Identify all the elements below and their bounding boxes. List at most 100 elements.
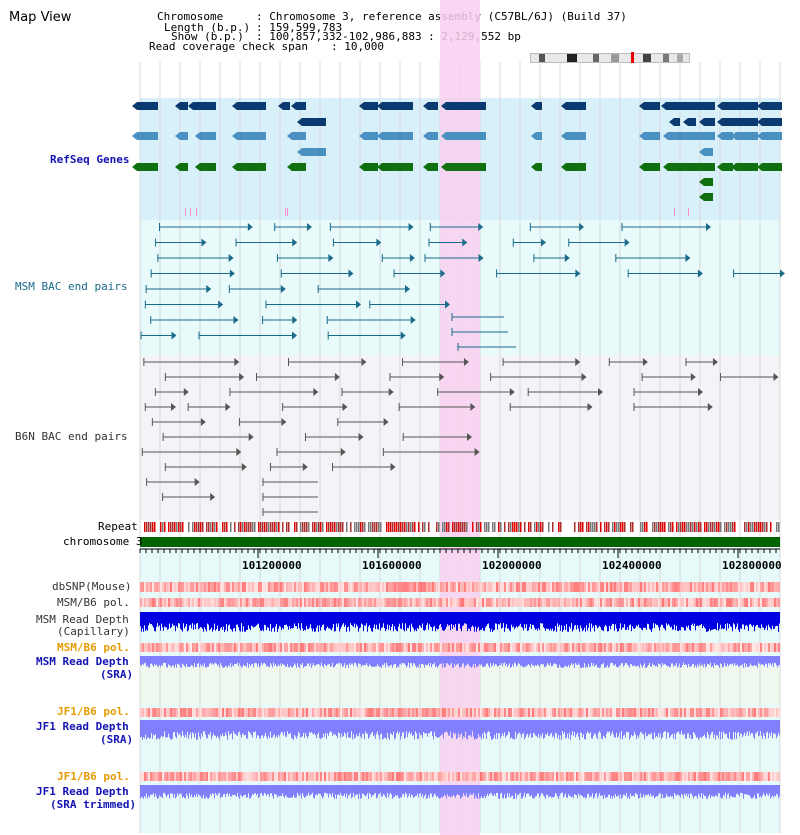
msm-sra-depth-bar [616,656,617,667]
msm-b6-pol2-cell [242,643,244,652]
msm-sra-depth-bar [694,656,695,668]
refseq-genes-label[interactable]: RefSeq Genes [50,153,130,166]
msm-b6-pol-label-2[interactable]: MSM/B6 pol. [57,641,130,654]
jf1-b6-pol-cell [562,708,564,717]
jf1-trim-depth-bar [361,785,362,799]
msm-sra-depth-bar [255,656,256,663]
jf1-trim-depth-bar [479,785,480,799]
dbsnp-cell [536,582,538,592]
msm-b6-pol2-cell [286,643,288,652]
jf1-b6-pol2-cell [334,772,336,781]
jf1-trim-depth-bar [730,785,731,797]
jf1-trim-depth-bar [615,785,616,794]
msm-sra-depth-bar [239,656,240,664]
jf1-trim-depth-bar [768,785,769,796]
jf1-sra-depth-bar [700,720,701,737]
msm-bac-label[interactable]: MSM BAC end pairs [15,280,128,293]
repeat-block [692,522,694,532]
msm-sra-depth-bar [459,656,460,668]
msm-cap-depth-bar [771,612,772,630]
jf1-trim-depth-bar [291,785,292,798]
b6n-bac-label[interactable]: B6N BAC end pairs [15,430,128,443]
msm-cap-depth-bar [581,612,582,629]
jf1-sra-depth-bar [603,720,604,736]
msm-b6-pol-cell [240,598,242,607]
jf1-sra-depth-bar [725,720,726,734]
jf1-depth-sra-label[interactable]: JF1 Read Depth [36,720,129,733]
jf1-sra-depth-bar [404,720,405,739]
jf1-sra-depth-bar [360,720,361,737]
msm-b6-pol-cell [334,598,336,607]
jf1-trim-depth-bar [754,785,755,796]
msm-b6-pol-label[interactable]: MSM/B6 pol. [57,596,130,609]
msm-cap-depth-bar [253,612,254,628]
jf1-b6-pol-label[interactable]: JF1/B6 pol. [57,705,130,718]
jf1-b6-pol-cell [366,708,368,717]
msm-cap-depth-bar [472,612,473,626]
jf1-sra-depth-bar [223,720,224,737]
msm-sra-depth-bar [606,656,607,668]
msm-cap-depth-bar [400,612,401,629]
jf1-depth-trim-label[interactable]: JF1 Read Depth [36,785,129,798]
msm-sra-depth-bar [702,656,703,665]
msm-b6-pol-cell [144,598,146,607]
msm-depth-cap-label[interactable]: MSM Read Depth [36,613,129,626]
jf1-sra-depth-bar [292,720,293,739]
dbsnp-label[interactable]: dbSNP(Mouse) [52,580,132,593]
jf1-trim-depth-bar [590,785,591,796]
jf1-sra-depth-bar [705,720,706,738]
msm-sra-depth-bar [359,656,360,664]
msm-cap-depth-bar [693,612,694,626]
jf1-sra-depth-bar [218,720,219,738]
jf1-b6-pol-label-2[interactable]: JF1/B6 pol. [57,770,130,783]
msm-b6-pol2-cell [218,643,220,652]
msm-cap-depth-bar [193,612,194,630]
msm-b6-pol2-cell [284,643,286,652]
msm-sra-depth-bar [435,656,436,668]
jf1-sra-depth-bar [486,720,487,739]
jf1-sra-depth-bar [566,720,567,738]
repeat-label[interactable]: Repeat [98,520,138,533]
jf1-trim-depth-bar [156,785,157,797]
jf1-trim-depth-bar [432,785,433,798]
jf1-trim-depth-bar [264,785,265,793]
msm-cap-depth-bar [632,612,633,627]
chromosome-track-label[interactable]: chromosome 3 [63,535,143,548]
jf1-trim-depth-bar [478,785,479,793]
jf1-b6-pol-cell [330,708,332,717]
jf1-sra-depth-bar [597,720,598,740]
dbsnp-cell [716,582,718,592]
msm-cap-depth-bar [433,612,434,628]
gene-model [704,178,713,186]
jf1-sra-depth-bar [509,720,510,733]
msm-cap-depth-bar [448,612,449,626]
dbsnp-cell [340,582,342,592]
dbsnp-cell [712,582,714,592]
jf1-sra-depth-bar [263,720,264,739]
msm-sra-depth-bar [700,656,701,666]
gene-arrow [531,163,536,171]
repeat-block [476,522,478,532]
jf1-trim-depth-bar [283,785,284,797]
jf1-trim-depth-bar [389,785,390,795]
gene-arrow [699,178,704,186]
msm-sra-depth-bar [330,656,331,667]
dbsnp-cell [764,582,766,592]
msm-sra-depth-bar [527,656,528,666]
dbsnp-cell [594,582,596,592]
jf1-b6-pol2-cell [252,772,254,781]
msm-cap-depth-bar [465,612,466,624]
gene-model [722,163,733,171]
repeat-block [552,522,554,532]
msm-sra-depth-bar [161,656,162,665]
msm-depth-sra-label[interactable]: MSM Read Depth [36,655,129,668]
repeat-block [144,522,146,532]
msm-cap-depth-bar [319,612,320,626]
msm-cap-depth-bar [351,612,352,625]
jf1-b6-pol-cell [488,708,490,717]
jf1-sra-depth-bar [704,720,705,735]
chromosome-ideogram[interactable] [530,52,690,63]
jf1-trim-depth-bar [588,785,589,794]
dbsnp-cell [700,582,702,592]
